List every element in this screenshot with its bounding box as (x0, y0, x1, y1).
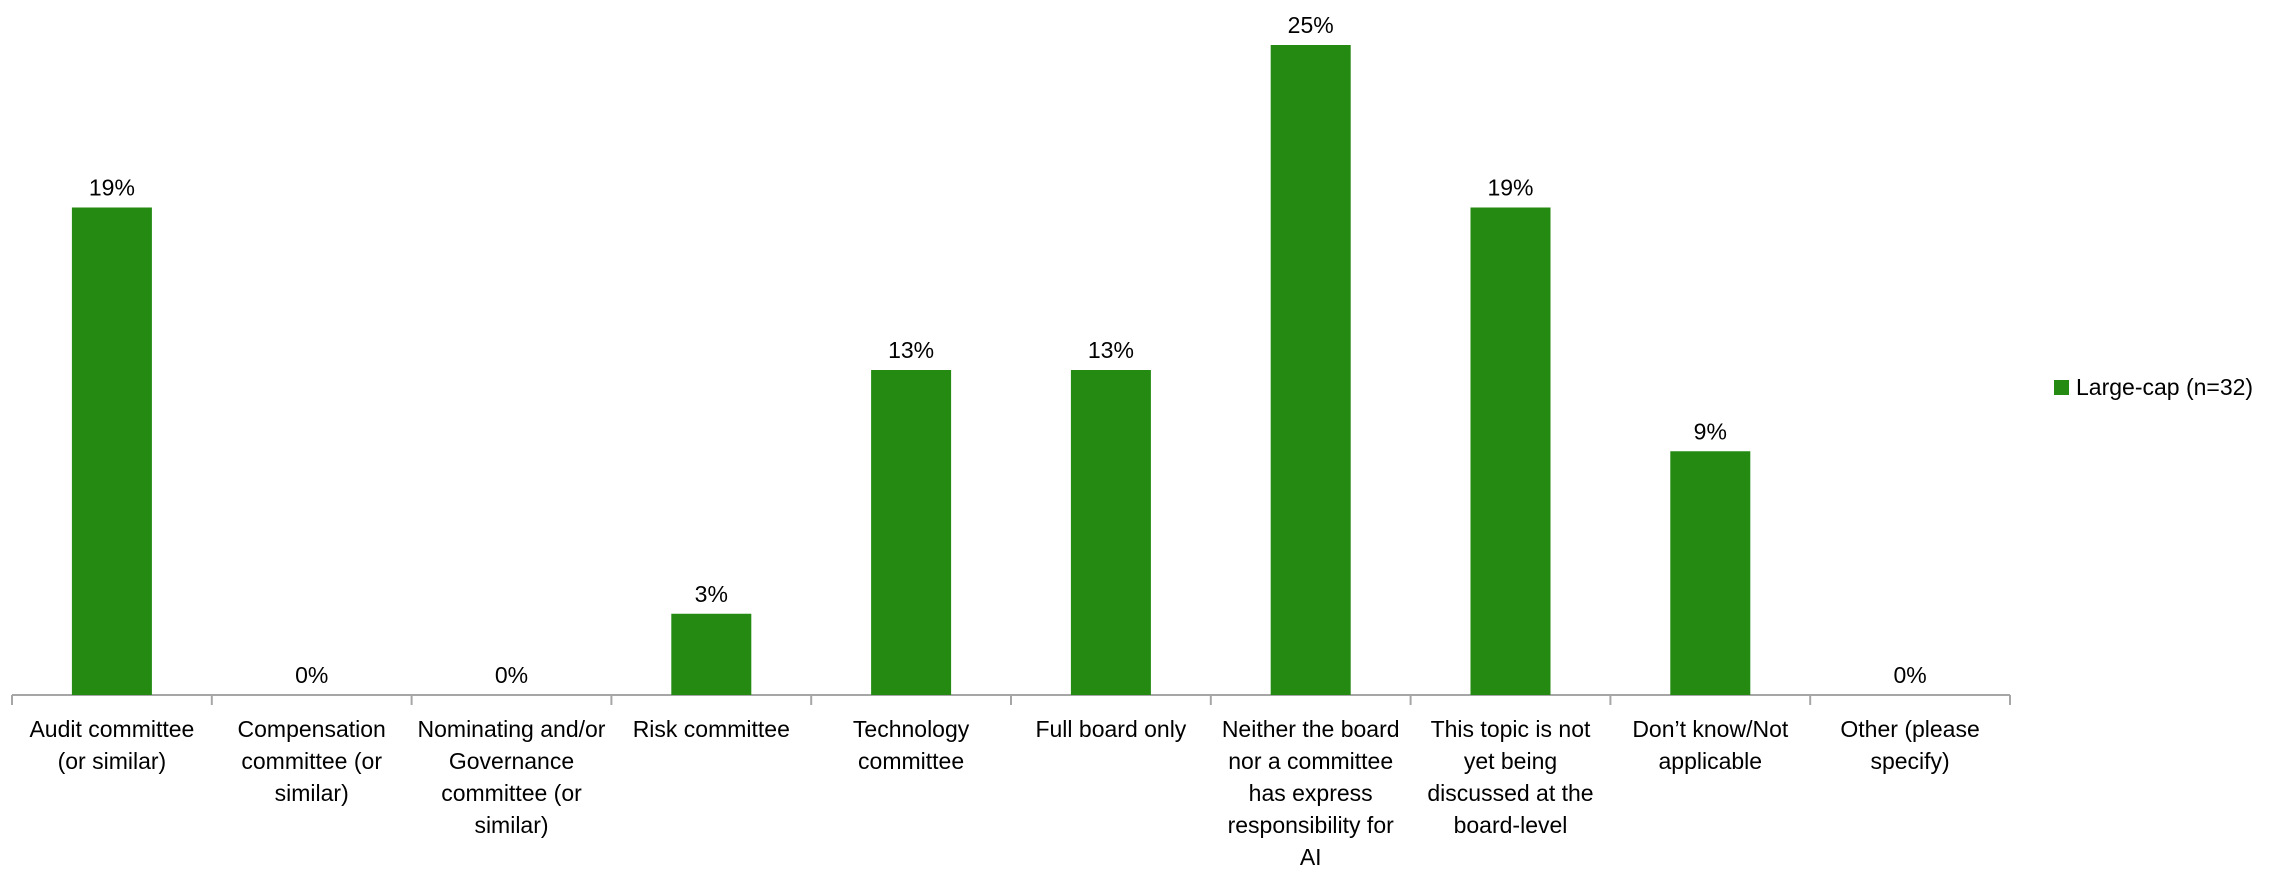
x-tick-label: Technology committee (852, 716, 970, 774)
bar (71, 207, 152, 695)
x-tick-label: Nominating and/or Governance committee (… (417, 716, 606, 838)
bar (671, 613, 752, 695)
bar (1670, 451, 1751, 695)
value-label: 19% (1487, 175, 1533, 201)
value-label: 0% (295, 662, 328, 688)
bar (1070, 370, 1151, 695)
legend-swatch (2054, 380, 2069, 395)
x-tick-label: Other (please specify) (1840, 716, 1980, 774)
bar (1470, 207, 1551, 695)
value-label: 13% (888, 337, 934, 363)
x-tick-label: Audit committee (or similar) (29, 716, 195, 774)
x-tick-label: This topic is not yet being discussed at… (1427, 716, 1594, 838)
value-label: 0% (495, 662, 528, 688)
legend: Large-cap (n=32) (2054, 374, 2253, 401)
x-tick-label: Compensation committee (or similar) (237, 716, 386, 806)
value-label: 0% (1893, 662, 1926, 688)
value-label: 9% (1694, 418, 1727, 444)
legend-label: Large-cap (n=32) (2076, 374, 2254, 400)
x-tick-label: Risk committee (632, 716, 790, 742)
value-label: 19% (89, 175, 135, 201)
bar (1270, 45, 1351, 695)
bar (871, 370, 952, 695)
value-label: 25% (1288, 12, 1334, 38)
x-tick-label: Don’t know/Not applicable (1632, 716, 1789, 774)
value-label: 3% (695, 581, 728, 607)
value-label: 13% (1088, 337, 1134, 363)
x-tick-label: Neither the board nor a committee has ex… (1221, 716, 1400, 870)
x-tick-label: Full board only (1035, 716, 1187, 742)
